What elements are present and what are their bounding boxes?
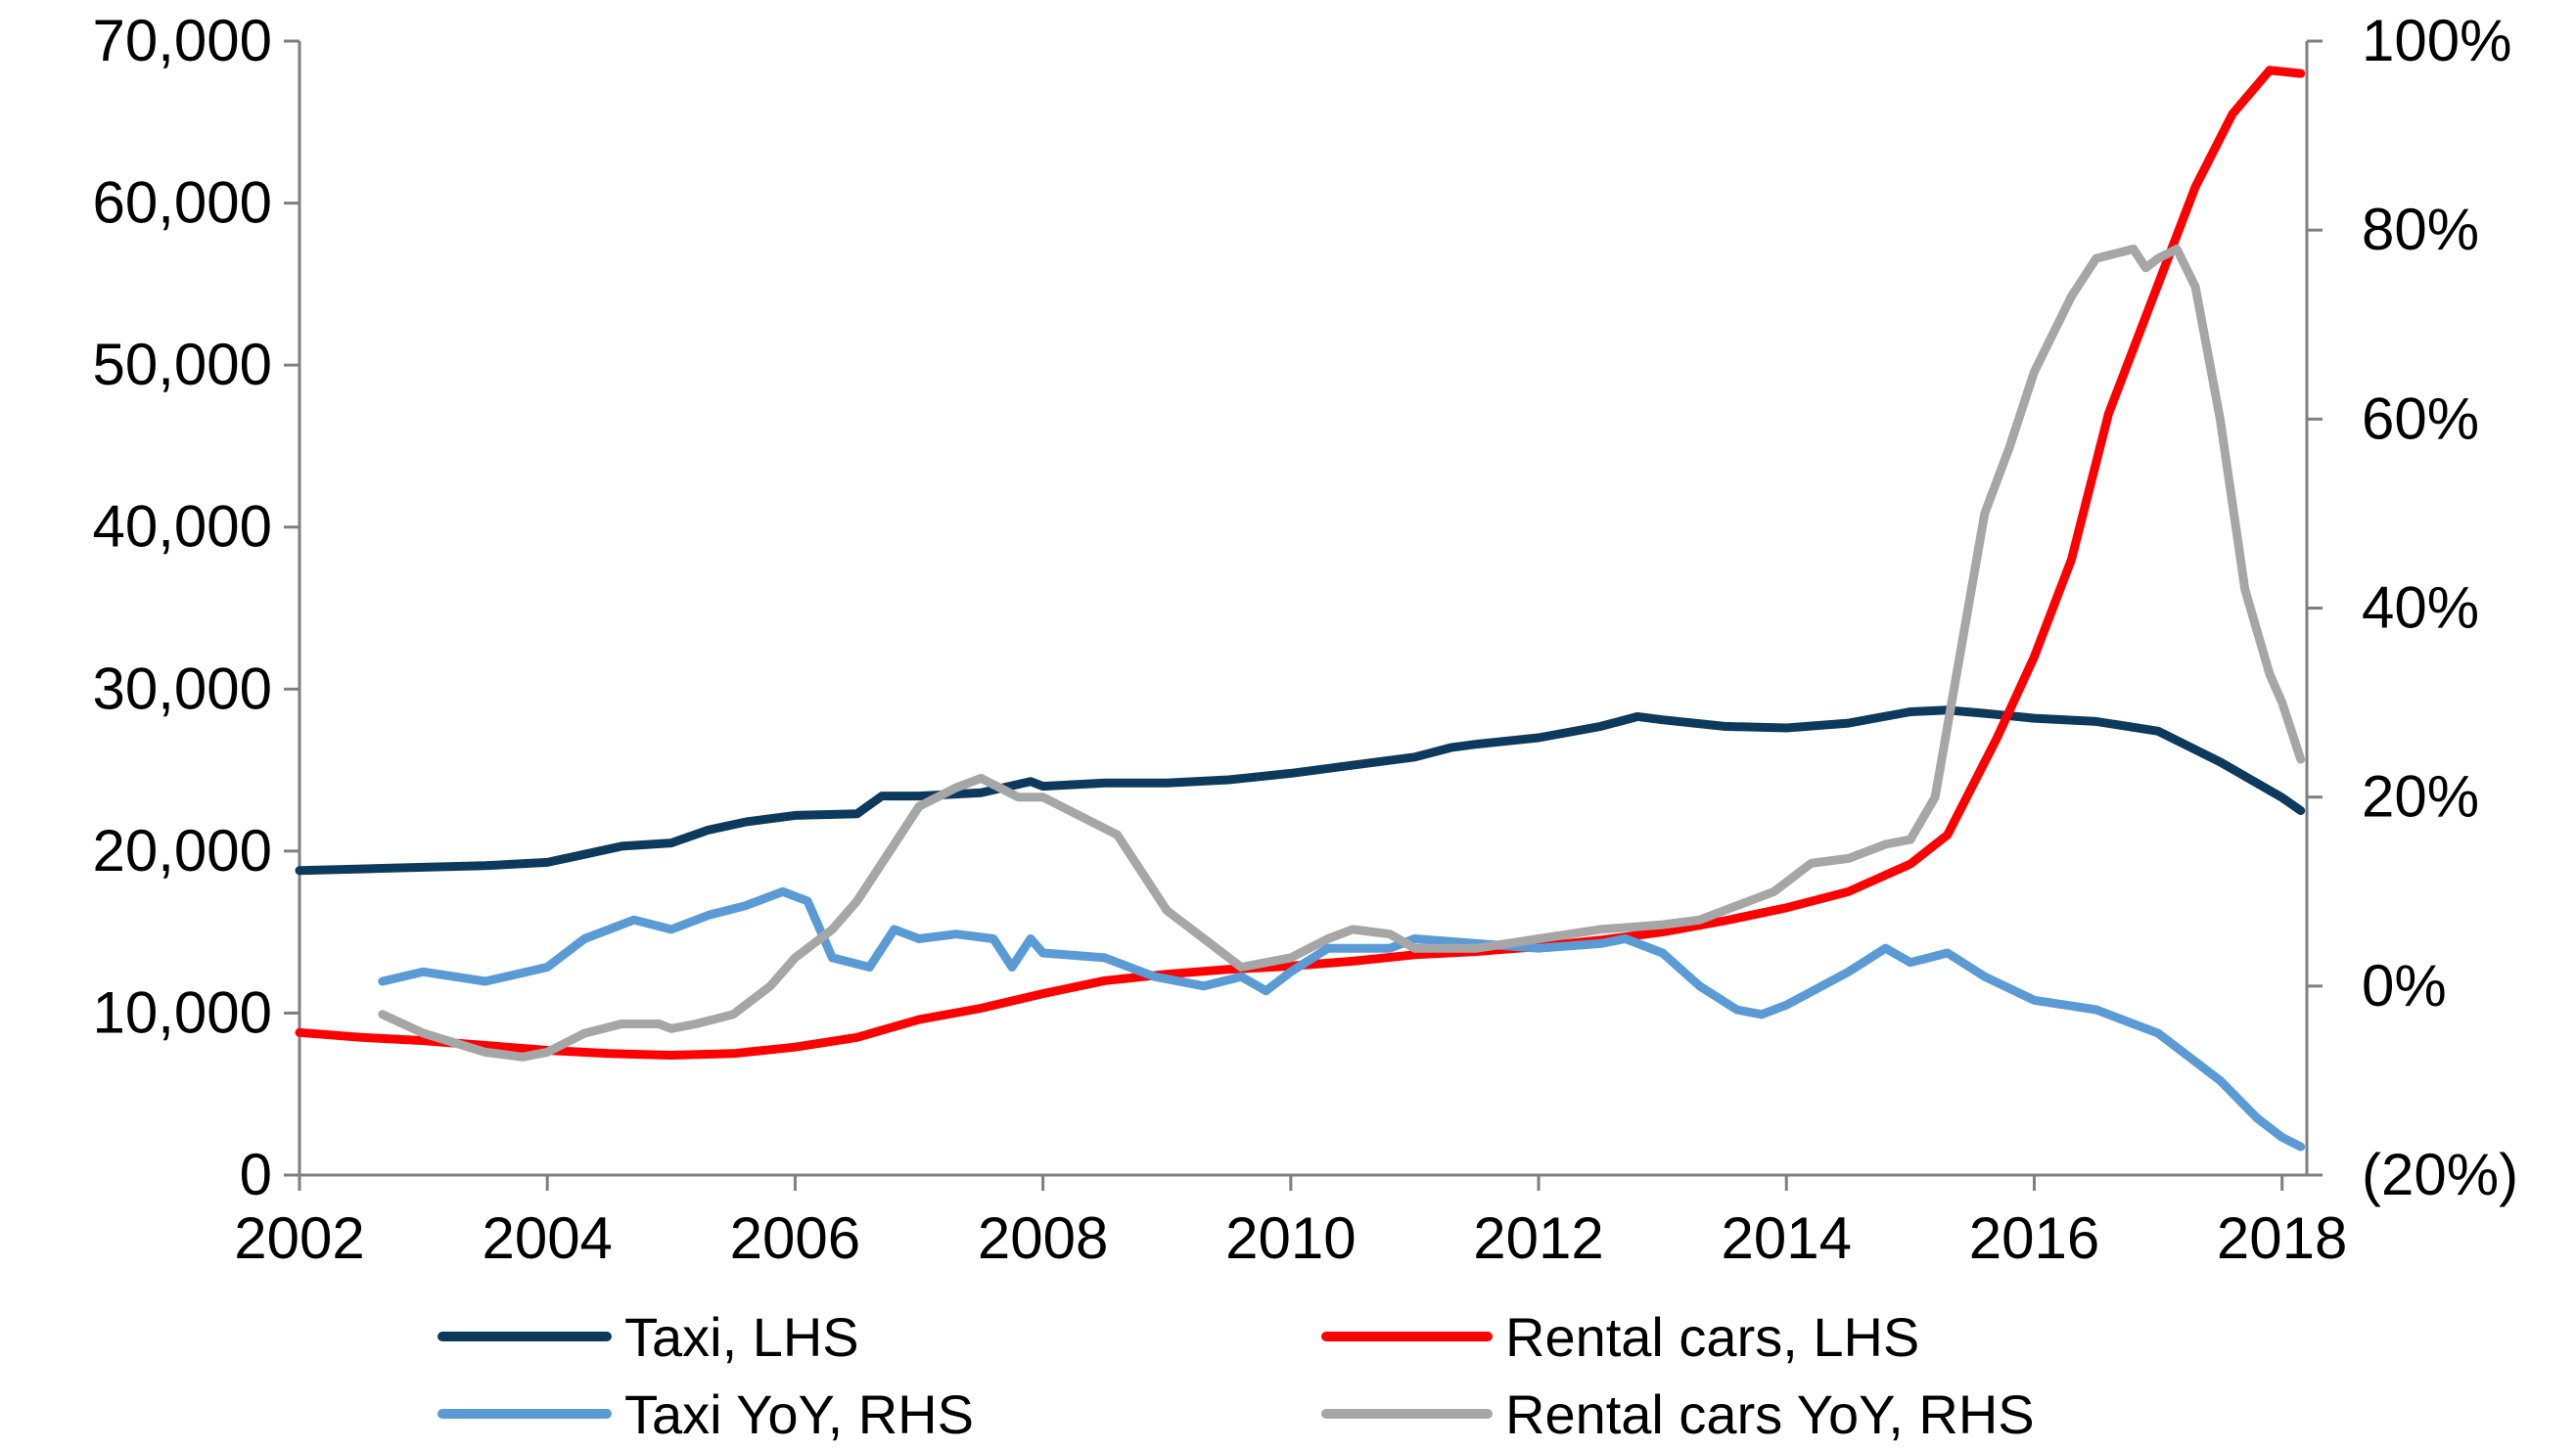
x-tick-label: 2012	[1473, 1205, 1603, 1271]
chart-series	[295, 66, 2306, 1152]
left-y-tick-label: 30,000	[92, 656, 272, 721]
x-tick-label: 2006	[730, 1205, 860, 1271]
chart-axes	[284, 39, 2323, 1191]
series-line-rental-cars-lhs	[295, 66, 2306, 1060]
legend-label-taxi-lhs: Taxi, LHS	[624, 1306, 859, 1368]
chart-legend: Taxi, LHS Rental cars, LHS Taxi YoY, RHS Re…	[437, 1306, 2035, 1445]
series-line-taxi-yoy-rhs	[378, 886, 2306, 1152]
x-tick-label: 2002	[234, 1205, 364, 1271]
left-y-tick-label: 60,000	[92, 170, 272, 236]
right-y-tick-label: 40%	[2362, 575, 2479, 641]
left-y-tick-label: 70,000	[92, 8, 272, 73]
left-y-tick-label: 50,000	[92, 332, 272, 397]
left-y-tick-label: 0	[240, 1142, 272, 1207]
legend-label-taxi-yoy-rhs: Taxi YoY, RHS	[624, 1383, 974, 1445]
right-y-tick-label: 80%	[2362, 197, 2479, 262]
right-y-tick-label: 60%	[2362, 385, 2479, 451]
right-y-tick-label: 100%	[2362, 8, 2511, 73]
x-tick-label: 2014	[1722, 1205, 1852, 1271]
series-line-rental-cars-yoy-rhs	[378, 245, 2306, 1062]
right-y-tick-label: 0%	[2362, 953, 2447, 1019]
chart-tick-labels: 0 10,000 20,000 30,000 40,000 50,000 60,000 70,…	[92, 8, 2518, 1271]
legend-label-rental-cars-lhs: Rental cars, LHS	[1505, 1306, 1919, 1368]
x-tick-label: 2018	[2217, 1205, 2347, 1271]
x-tick-label: 2008	[978, 1205, 1108, 1271]
left-y-tick-label: 10,000	[92, 979, 272, 1045]
x-tick-label: 2010	[1225, 1205, 1356, 1271]
x-tick-label: 2016	[1969, 1205, 2099, 1271]
left-y-tick-label: 20,000	[92, 818, 272, 884]
x-tick-label: 2004	[482, 1205, 612, 1271]
series-line-taxi-lhs	[295, 705, 2306, 876]
legend-label-rental-cars-yoy-rhs: Rental cars YoY, RHS	[1505, 1383, 2035, 1445]
left-y-tick-label: 40,000	[92, 494, 272, 560]
right-y-tick-label: 20%	[2362, 764, 2479, 830]
right-y-tick-label: (20%)	[2362, 1142, 2518, 1207]
